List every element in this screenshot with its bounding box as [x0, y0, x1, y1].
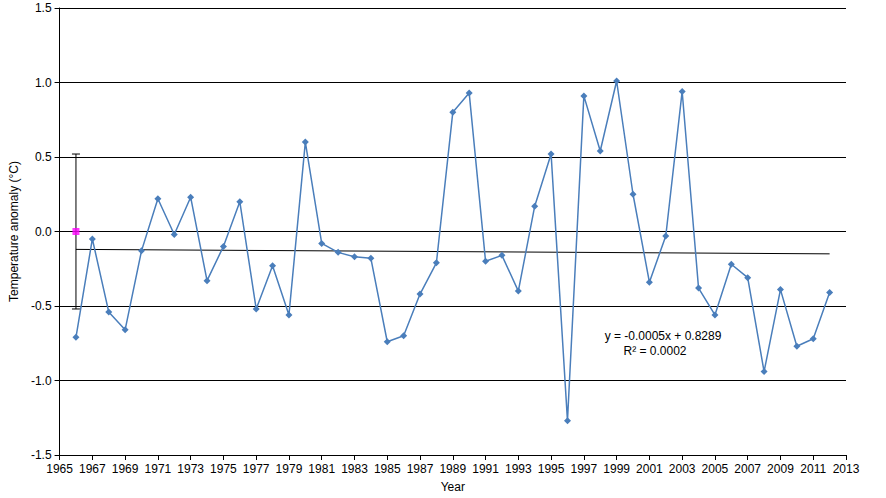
- svg-text:2001: 2001: [636, 462, 663, 476]
- svg-text:2005: 2005: [702, 462, 729, 476]
- svg-text:1969: 1969: [112, 462, 139, 476]
- svg-text:1975: 1975: [210, 462, 237, 476]
- svg-text:1.0: 1.0: [35, 76, 52, 90]
- svg-text:1989: 1989: [439, 462, 466, 476]
- svg-text:1991: 1991: [472, 462, 499, 476]
- svg-text:2007: 2007: [734, 462, 761, 476]
- svg-text:1993: 1993: [505, 462, 532, 476]
- svg-text:1965: 1965: [46, 462, 73, 476]
- svg-text:2009: 2009: [767, 462, 794, 476]
- svg-text:-1.0: -1.0: [31, 374, 52, 388]
- svg-text:0.0: 0.0: [35, 225, 52, 239]
- svg-text:2011: 2011: [800, 462, 826, 476]
- svg-text:1967: 1967: [79, 462, 106, 476]
- svg-text:1987: 1987: [407, 462, 434, 476]
- svg-text:Year: Year: [441, 480, 465, 494]
- svg-text:-0.5: -0.5: [31, 299, 52, 313]
- svg-text:1977: 1977: [243, 462, 270, 476]
- svg-text:R² = 0.0002: R² = 0.0002: [623, 344, 686, 358]
- svg-text:1985: 1985: [374, 462, 401, 476]
- svg-text:-1.5: -1.5: [31, 448, 52, 462]
- svg-text:1973: 1973: [177, 462, 204, 476]
- svg-text:1981: 1981: [308, 462, 335, 476]
- svg-text:y = -0.0005x + 0.8289: y = -0.0005x + 0.8289: [605, 329, 722, 343]
- svg-text:1979: 1979: [276, 462, 303, 476]
- svg-text:2013: 2013: [833, 462, 860, 476]
- svg-text:1971: 1971: [145, 462, 172, 476]
- svg-text:1.5: 1.5: [35, 1, 52, 15]
- svg-text:0.5: 0.5: [35, 150, 52, 164]
- svg-text:1997: 1997: [571, 462, 598, 476]
- svg-text:1999: 1999: [603, 462, 630, 476]
- svg-text:Temperature anomaly (°C): Temperature anomaly (°C): [7, 161, 21, 302]
- svg-text:1995: 1995: [538, 462, 565, 476]
- svg-text:2003: 2003: [669, 462, 696, 476]
- svg-text:1983: 1983: [341, 462, 368, 476]
